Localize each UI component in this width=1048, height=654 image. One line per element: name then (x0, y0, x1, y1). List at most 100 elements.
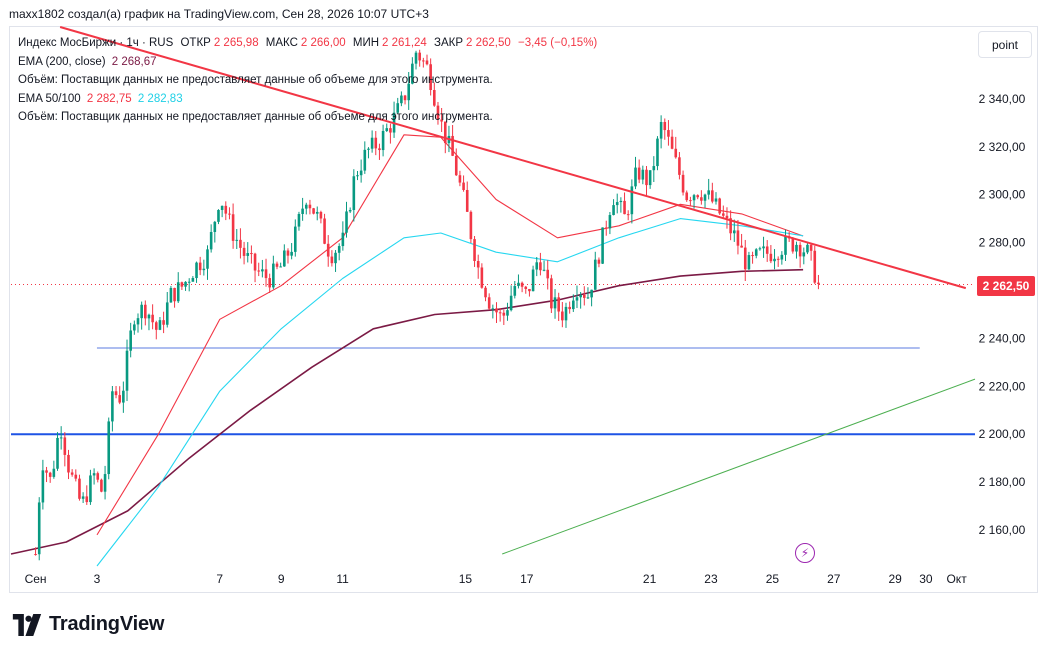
candle-body (476, 260, 480, 268)
candle-body (250, 253, 253, 255)
candle-body (740, 245, 743, 248)
candle-body (293, 226, 297, 252)
candle-body (487, 297, 491, 309)
candle-body (696, 195, 700, 198)
candle-body (96, 473, 100, 480)
candle-body (743, 247, 747, 270)
candle-body (645, 169, 648, 186)
candle-body (670, 136, 674, 149)
candle-body (637, 167, 641, 180)
candle-body (524, 286, 528, 289)
candle-body (564, 306, 568, 321)
candle-body (418, 52, 421, 61)
candle-body (754, 249, 758, 256)
candle-body (253, 253, 257, 271)
candle-body (158, 320, 162, 330)
candle-body (469, 211, 473, 240)
ema200-row[interactable]: EMA (200, close) 2 268,67 (18, 53, 597, 72)
candle-body (689, 200, 692, 202)
candle-body (718, 198, 721, 214)
candle-body (78, 478, 81, 499)
x-tick-label: 11 (336, 572, 349, 586)
candle-body (122, 390, 125, 403)
candle-body (528, 288, 531, 292)
candle-body (506, 310, 509, 316)
candle-body (736, 230, 740, 246)
candle-body (308, 204, 312, 209)
candle-body (725, 215, 729, 219)
ema50100-row[interactable]: EMA 50/100 2 282,75 2 282,83 (18, 90, 597, 109)
candle-body (678, 157, 681, 175)
candle-body (224, 205, 228, 214)
candle-body (513, 286, 517, 296)
candle-body (597, 259, 601, 264)
candle-body (195, 262, 198, 279)
candle-body (239, 239, 242, 248)
candle-body (89, 475, 92, 503)
candle-body (290, 251, 293, 256)
candle-body (125, 350, 129, 391)
candle-body (765, 246, 769, 254)
lightning-icon[interactable]: ⚡ (795, 543, 815, 563)
ema-line-1 (96, 134, 804, 536)
y-tick-label: 2 280,00 (979, 236, 1026, 250)
candle-body (103, 474, 107, 492)
candle-body (268, 278, 271, 288)
candle-body (806, 244, 809, 253)
candle-body (458, 175, 462, 183)
x-tick-label: 7 (216, 572, 223, 586)
candle-body (809, 244, 813, 251)
candle-body (114, 391, 118, 396)
candle-body (48, 472, 52, 477)
candle-body (67, 454, 70, 473)
candle-body (147, 314, 151, 319)
scale-mode-button[interactable]: point (978, 31, 1032, 58)
candle-body (400, 95, 403, 104)
candle-body (198, 262, 202, 271)
candle-body (231, 214, 235, 241)
candle-body (337, 246, 341, 253)
candle-body (165, 302, 169, 325)
ema50100-label: EMA 50/100 (18, 92, 81, 105)
candle-body (356, 175, 359, 177)
candle-body (323, 218, 326, 244)
candle-body (711, 190, 714, 202)
candle-body (480, 267, 484, 288)
candle-body (169, 287, 173, 303)
candle-body (429, 64, 432, 91)
candle-body (557, 297, 560, 312)
candle-body (648, 170, 652, 186)
tradingview-logo[interactable]: TradingView (11, 613, 164, 636)
candle-body (473, 239, 476, 261)
candle-body (345, 211, 348, 233)
candle-body (561, 311, 564, 321)
candle-body (202, 268, 206, 271)
candle-body (517, 282, 520, 287)
candle-body (440, 119, 443, 122)
candle-body (154, 322, 158, 330)
candle-body (173, 287, 176, 302)
candle-body (184, 281, 187, 287)
candle-body (275, 263, 279, 267)
candle-body (385, 128, 389, 131)
ema-line-0 (10, 268, 804, 555)
candle-body (301, 208, 304, 214)
candle-body (612, 205, 615, 216)
candle-body (586, 297, 590, 299)
candle-body (363, 149, 367, 171)
x-tick-label: 30 (919, 572, 933, 586)
x-tick-label: 17 (520, 572, 534, 586)
candle-body (359, 170, 363, 176)
low-label: МИН (352, 37, 380, 49)
candle-body (626, 214, 630, 216)
candle-body (751, 255, 754, 257)
chart-legend: Индекс МосБиржи · 1ч · RUS ОТКР 2 265,98 … (18, 34, 597, 127)
x-tick-label: 15 (459, 572, 473, 586)
ema200-value: 2 268,67 (111, 55, 157, 68)
candle-body (714, 198, 718, 202)
candle-body (601, 227, 604, 264)
candle-body (414, 52, 418, 64)
candle-body (630, 186, 634, 215)
close-label: ЗАКР (434, 37, 464, 49)
